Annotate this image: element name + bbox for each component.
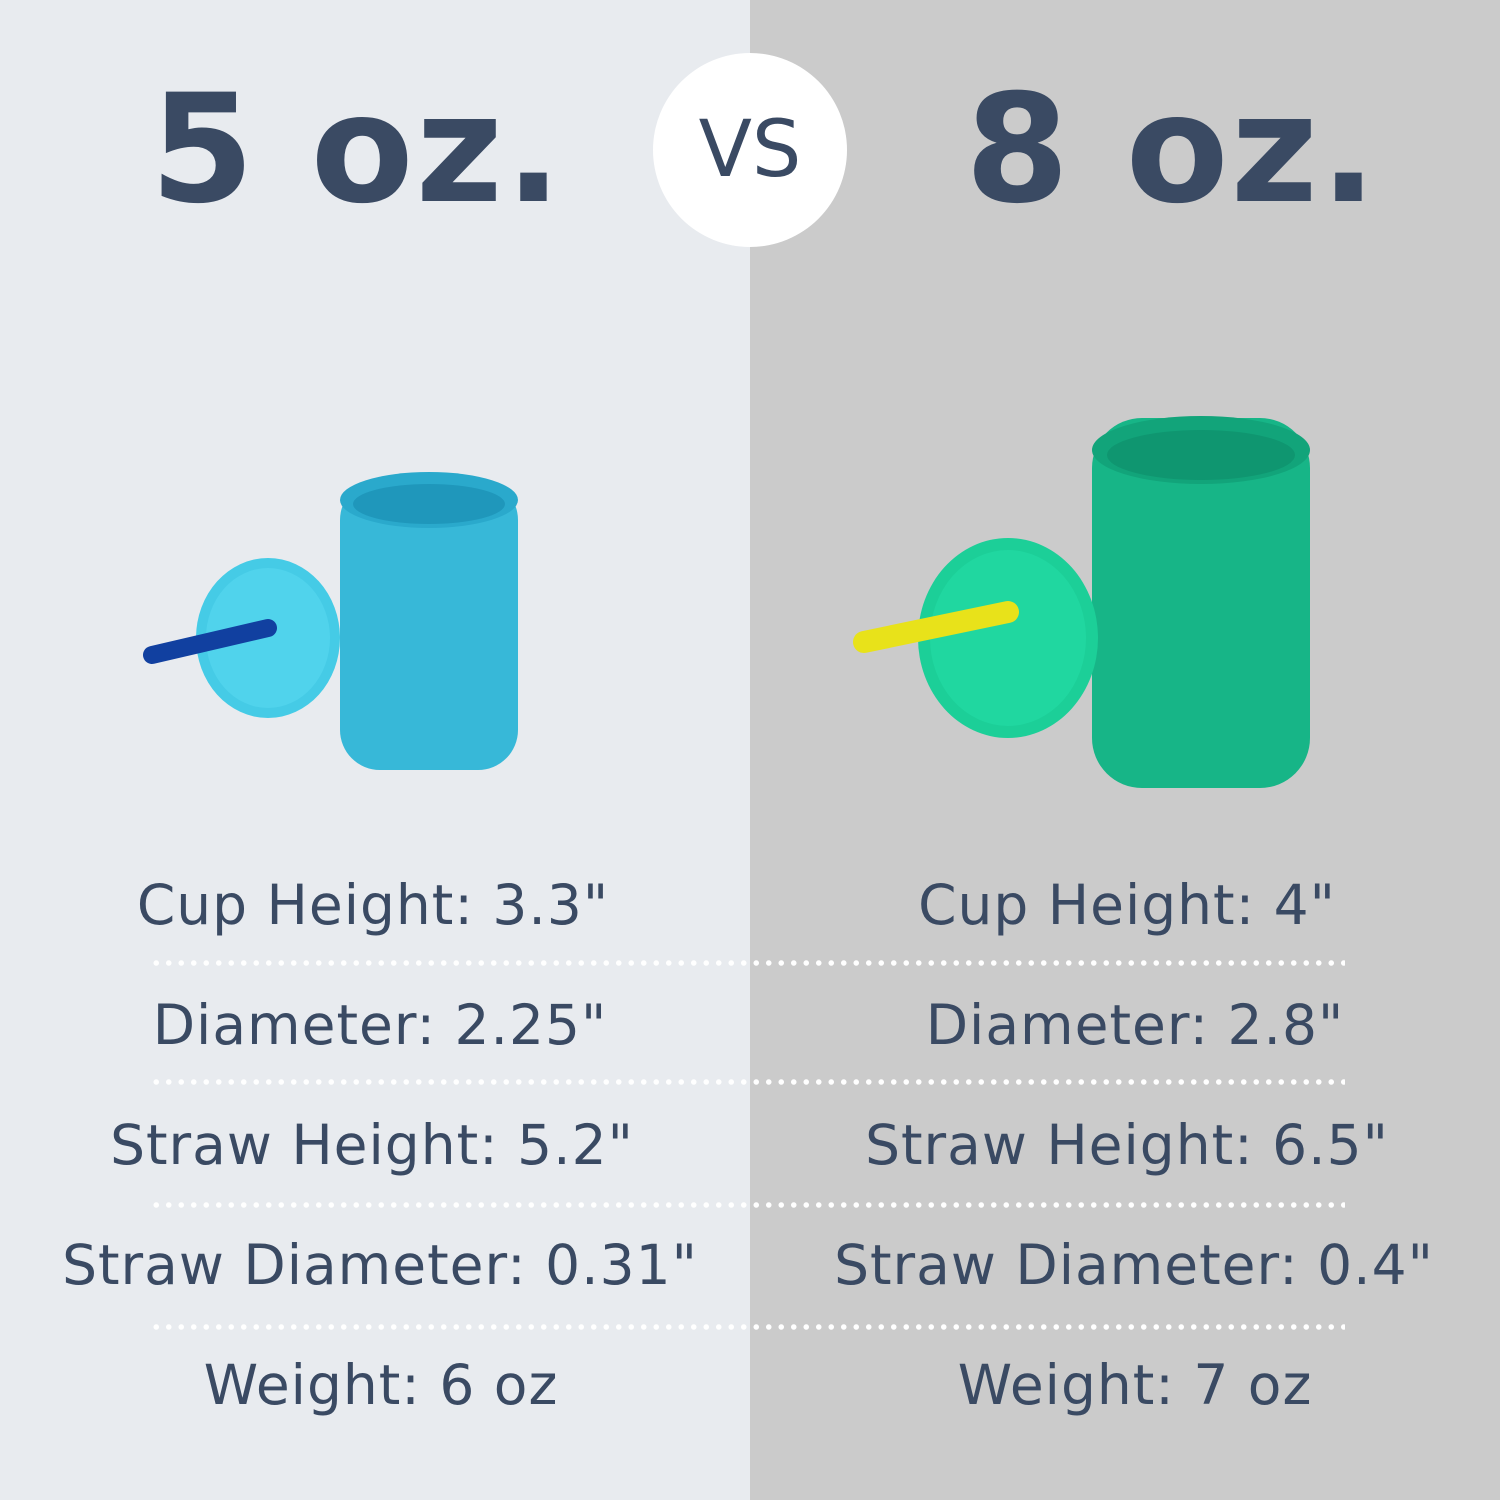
left-spec-diameter: Diameter: 2.25" bbox=[152, 993, 608, 1057]
right-spec-weight: Weight: 7 oz bbox=[957, 1353, 1313, 1417]
left-spec-straw-diameter: Straw Diameter: 0.31" bbox=[62, 1233, 698, 1297]
dotted-divider bbox=[150, 960, 1345, 966]
vs-label: VS bbox=[698, 105, 802, 195]
left-spec-weight: Weight: 6 oz bbox=[203, 1353, 559, 1417]
dotted-divider bbox=[150, 1324, 1345, 1330]
left-spec-cup-height: Cup Height: 3.3" bbox=[136, 873, 610, 937]
right-spec-cup-height: Cup Height: 4" bbox=[918, 873, 1336, 937]
left-capacity-title: 5 oz. bbox=[150, 63, 564, 237]
left-spec-straw-height: Straw Height: 5.2" bbox=[110, 1113, 634, 1177]
dotted-divider bbox=[150, 1202, 1345, 1208]
dotted-divider bbox=[150, 1079, 1345, 1085]
right-capacity-title: 8 oz. bbox=[965, 63, 1379, 237]
right-spec-diameter: Diameter: 2.8" bbox=[925, 993, 1345, 1057]
right-spec-straw-height: Straw Height: 6.5" bbox=[865, 1113, 1389, 1177]
large-cup-image bbox=[853, 416, 1310, 788]
right-spec-straw-diameter: Straw Diameter: 0.4" bbox=[834, 1233, 1434, 1297]
small-cup-image bbox=[143, 472, 518, 770]
vs-badge: VS bbox=[653, 53, 847, 247]
